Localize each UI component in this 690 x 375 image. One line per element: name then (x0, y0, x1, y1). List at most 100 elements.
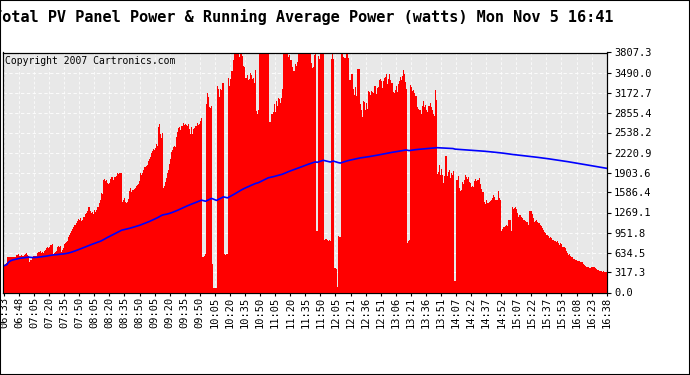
Bar (460, 190, 462, 292)
Bar (345, 58, 346, 292)
Bar (209, 107, 210, 292)
Bar (75, 225, 77, 292)
Bar (218, 89, 219, 292)
Bar (496, 200, 497, 292)
Bar (178, 128, 179, 292)
Bar (283, 53, 284, 292)
Bar (489, 202, 491, 292)
Bar (197, 123, 198, 292)
Bar (46, 248, 48, 292)
Bar (576, 260, 578, 292)
Bar (529, 211, 531, 292)
Bar (262, 53, 263, 292)
Bar (113, 180, 115, 292)
Bar (186, 125, 187, 292)
Bar (246, 78, 247, 292)
Bar (41, 254, 42, 292)
Bar (504, 227, 505, 292)
Bar (350, 80, 351, 292)
Bar (352, 74, 353, 292)
Bar (346, 53, 347, 292)
Bar (307, 53, 308, 292)
Bar (564, 247, 565, 292)
Bar (117, 173, 118, 292)
Bar (272, 114, 273, 292)
Bar (14, 257, 15, 292)
Bar (531, 211, 533, 292)
Bar (522, 218, 524, 292)
Bar (433, 116, 435, 292)
Bar (399, 81, 400, 292)
Bar (324, 240, 325, 292)
Bar (457, 176, 459, 292)
Bar (397, 84, 399, 292)
Bar (310, 63, 312, 292)
Bar (603, 271, 604, 292)
Bar (540, 225, 542, 292)
Bar (151, 153, 152, 292)
Bar (543, 230, 544, 292)
Bar (280, 103, 281, 292)
Bar (212, 264, 213, 292)
Bar (215, 288, 216, 292)
Bar (412, 91, 413, 292)
Bar (219, 97, 220, 292)
Bar (221, 90, 222, 292)
Bar (177, 132, 178, 292)
Bar (406, 243, 408, 292)
Bar (68, 237, 69, 292)
Bar (468, 179, 469, 292)
Bar (77, 220, 78, 292)
Bar (217, 86, 218, 292)
Bar (213, 288, 214, 292)
Bar (231, 71, 232, 292)
Bar (81, 221, 82, 292)
Bar (589, 268, 590, 292)
Bar (362, 117, 363, 292)
Bar (256, 111, 257, 292)
Bar (60, 246, 61, 292)
Bar (348, 80, 350, 292)
Bar (384, 77, 386, 292)
Bar (102, 194, 103, 292)
Bar (601, 271, 602, 292)
Bar (137, 185, 138, 292)
Bar (486, 200, 487, 292)
Bar (315, 53, 316, 292)
Bar (119, 173, 120, 292)
Bar (500, 200, 502, 292)
Bar (446, 176, 448, 292)
Bar (480, 184, 482, 292)
Bar (145, 167, 146, 292)
Bar (199, 124, 200, 292)
Bar (288, 57, 289, 292)
Bar (175, 147, 176, 292)
Bar (271, 114, 272, 292)
Bar (71, 231, 72, 292)
Bar (469, 182, 471, 292)
Bar (179, 128, 180, 292)
Bar (207, 93, 208, 292)
Bar (98, 207, 99, 292)
Bar (444, 156, 446, 292)
Bar (110, 179, 111, 292)
Bar (230, 79, 231, 292)
Bar (339, 237, 341, 292)
Bar (509, 220, 511, 292)
Bar (351, 74, 352, 292)
Bar (411, 87, 412, 292)
Bar (459, 188, 460, 292)
Bar (172, 150, 173, 292)
Bar (471, 187, 473, 292)
Bar (549, 238, 551, 292)
Bar (64, 244, 66, 292)
Bar (226, 254, 227, 292)
Bar (193, 129, 194, 292)
Bar (440, 169, 442, 292)
Bar (546, 235, 547, 292)
Bar (144, 167, 145, 292)
Bar (265, 53, 266, 292)
Bar (238, 54, 239, 292)
Bar (580, 262, 581, 292)
Bar (453, 280, 455, 292)
